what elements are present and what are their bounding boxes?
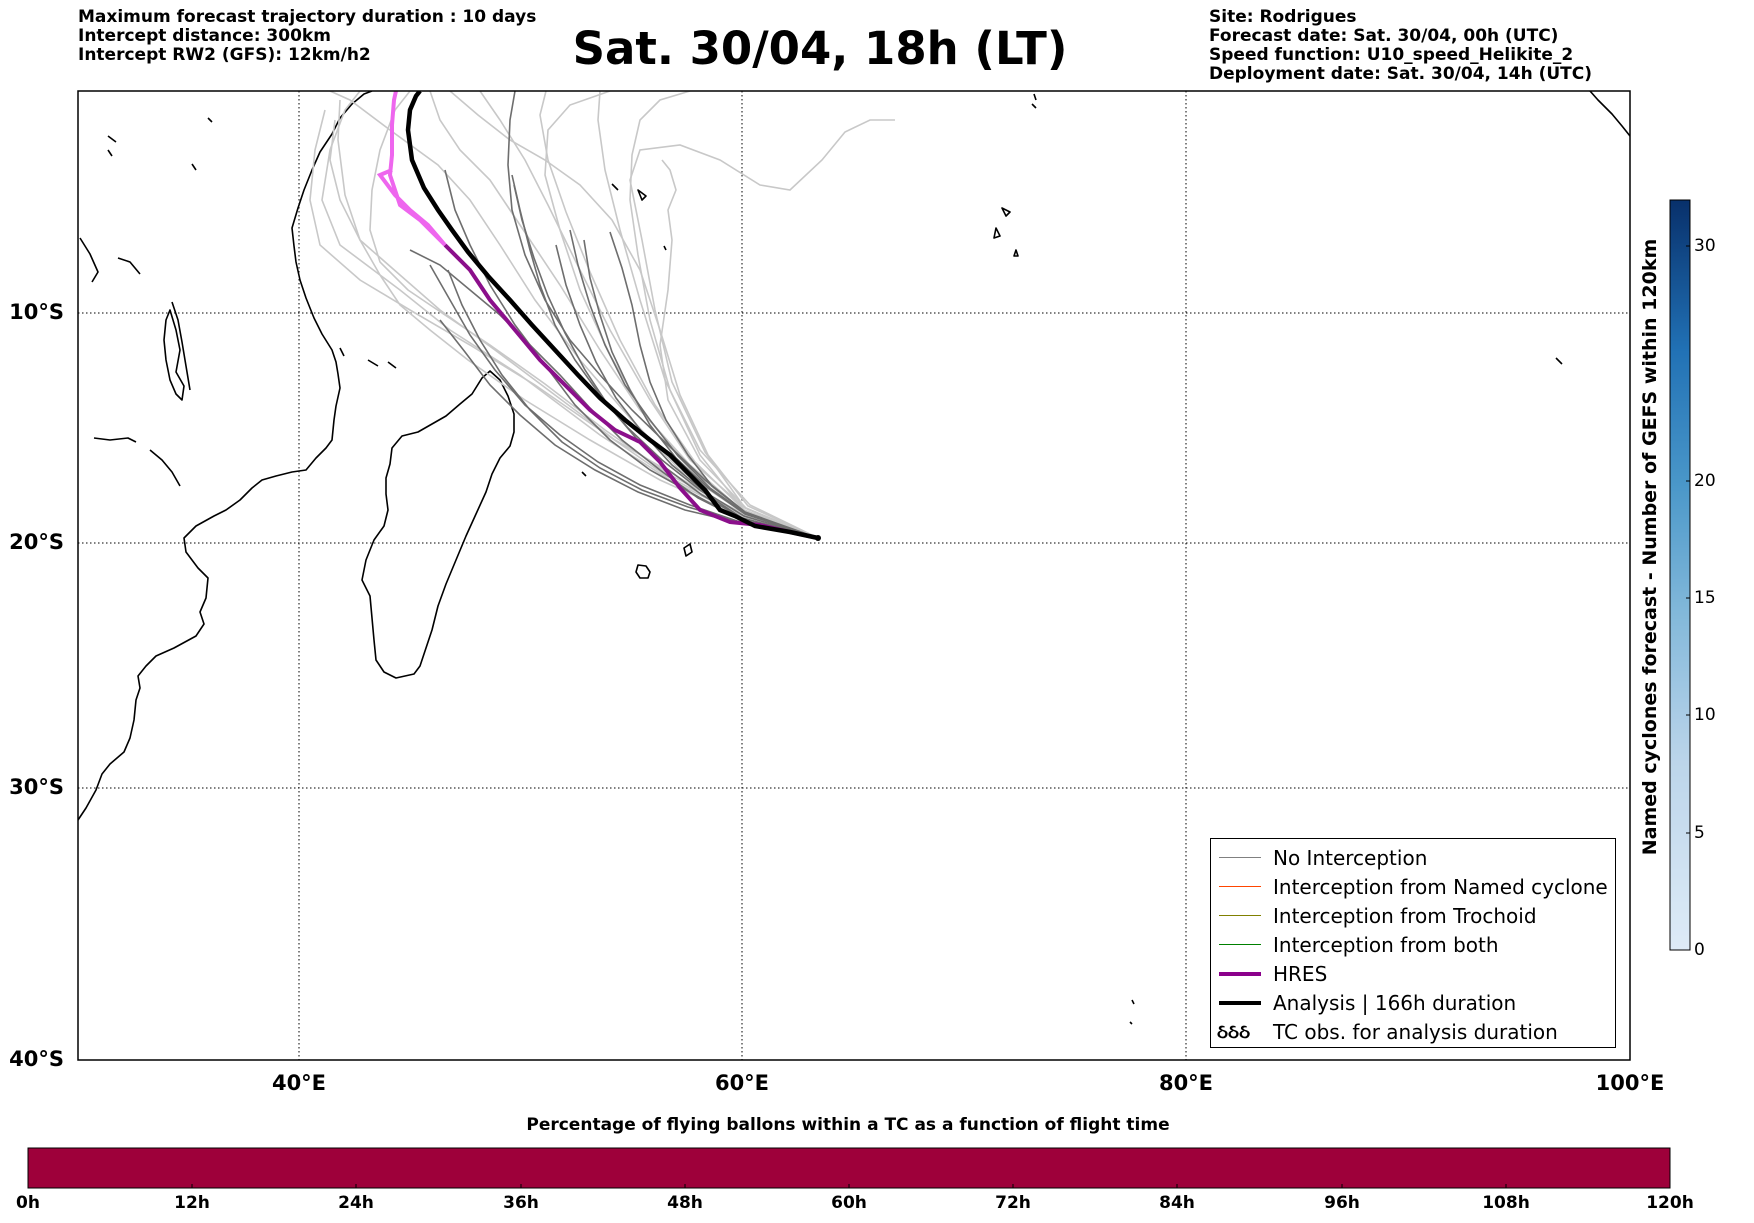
- africa-coast: [78, 91, 373, 821]
- legend-label-both: Interception from both: [1273, 933, 1499, 957]
- legend-swatch-trochoid: [1219, 915, 1261, 916]
- hcb-tick-24h: 24h: [338, 1193, 374, 1213]
- map-border: [77, 90, 1631, 1061]
- lat-label-10s: 10°S: [9, 300, 64, 324]
- hcb-tick-72h: 72h: [995, 1193, 1031, 1213]
- launch-point: [815, 535, 821, 541]
- graticule: [78, 91, 1630, 1060]
- lat-label-30s: 30°S: [9, 775, 64, 799]
- rodrigues-island: [1555, 357, 1563, 365]
- legend-item-both: Interception from both: [1211, 932, 1615, 958]
- intercept-distance-text: Intercept distance: 300km: [78, 26, 331, 46]
- lake-malawi: [171, 301, 191, 391]
- legend-swatch-analysis: [1219, 1001, 1261, 1005]
- lon-label-60e: 60°E: [714, 1071, 770, 1095]
- chagos-island: [993, 207, 1019, 257]
- madagascar-coast: [361, 370, 515, 679]
- analysis-trajectory: [405, 91, 819, 541]
- legend-label-hres: HRES: [1273, 962, 1328, 986]
- forecast-date-text: Forecast date: Sat. 30/04, 00h (UTC): [1209, 26, 1559, 46]
- hcb-tick-0h: 0h: [16, 1193, 40, 1213]
- legend-item-analysis: Analysis | 166h duration: [1211, 990, 1615, 1016]
- lat-label-40s: 40°S: [9, 1047, 64, 1071]
- legend-swatch-both: [1219, 944, 1261, 945]
- vcb-tick-5: 5: [1694, 823, 1705, 843]
- vcb-tick-30: 30: [1694, 236, 1716, 256]
- hcb-tick-36h: 36h: [503, 1193, 539, 1213]
- mauritius-coast: [635, 564, 651, 579]
- small-islands: [107, 117, 1135, 1025]
- hcb-tick-108h: 108h: [1482, 1193, 1530, 1213]
- legend-label-named-cyclone: Interception from Named cyclone: [1273, 875, 1608, 899]
- vertical-colorbar: [1669, 199, 1691, 951]
- site-text: Site: Rodrigues: [1209, 7, 1357, 27]
- legend-swatch-named-cyclone: [1219, 886, 1261, 887]
- intercept-rw2-text: Intercept RW2 (GFS): 12km/h2: [78, 45, 371, 65]
- hcb-tick-120h: 120h: [1646, 1193, 1694, 1213]
- hcb-tick-96h: 96h: [1324, 1193, 1360, 1213]
- seychelles-island: [637, 189, 647, 201]
- header-left: Maximum forecast trajectory duration : 1…: [78, 8, 536, 65]
- legend-swatch-no-interception: [1219, 857, 1261, 858]
- legend-item-trochoid: Interception from Trochoid: [1211, 903, 1615, 929]
- vertical-colorbar-ticks: [1686, 245, 1690, 951]
- comoros-island-1: [163, 309, 185, 401]
- lake-shore-1: [79, 237, 181, 487]
- legend: No Interception Interception from Named …: [1210, 838, 1616, 1048]
- vcb-tick-0: 0: [1694, 940, 1705, 960]
- legend-item-named-cyclone: Interception from Named cyclone: [1211, 874, 1615, 900]
- legend-item-hres: HRES: [1211, 961, 1615, 987]
- horizontal-colorbar: [27, 1147, 1671, 1189]
- legend-label-no-interception: No Interception: [1273, 846, 1428, 870]
- maldives-island: [1031, 93, 1037, 109]
- ensemble-dark: [409, 91, 819, 539]
- hcb-tick-60h: 60h: [831, 1193, 867, 1213]
- legend-item-tc-obs: ઠઠઠ TC obs. for analysis duration: [1211, 1019, 1615, 1045]
- hcb-tick-12h: 12h: [174, 1193, 210, 1213]
- reunion-coast: [683, 543, 693, 557]
- vertical-colorbar-title: Named cyclones forecast - Number of GEFS…: [1639, 238, 1661, 856]
- legend-label-tc-obs: TC obs. for analysis duration: [1273, 1020, 1558, 1044]
- deployment-date-text: Deployment date: Sat. 30/04, 14h (UTC): [1209, 64, 1593, 84]
- lat-label-20s: 20°S: [9, 530, 64, 554]
- hres-trajectory-late: [376, 91, 447, 247]
- legend-label-trochoid: Interception from Trochoid: [1273, 904, 1537, 928]
- vertical-colorbar-fill: [1669, 199, 1691, 951]
- tc-obs-symbol-icon: ઠઠઠ: [1217, 1021, 1251, 1043]
- legend-item-no-interception: No Interception: [1211, 845, 1615, 871]
- speed-function-text: Speed function: U10_speed_Helikite_2: [1209, 45, 1574, 65]
- lon-label-40e: 40°E: [271, 1071, 327, 1095]
- lon-label-80e: 80°E: [1158, 1071, 1214, 1095]
- main-title: Sat. 30/04, 18h (LT): [572, 22, 1068, 75]
- coastlines: [78, 91, 1630, 1025]
- horizontal-colorbar-title: Percentage of flying ballons within a TC…: [526, 1115, 1170, 1135]
- vcb-tick-15: 15: [1694, 588, 1716, 608]
- horizontal-colorbar-ticks: [27, 1184, 1671, 1188]
- lon-label-100e: 100°E: [1595, 1071, 1665, 1095]
- max-duration-text: Maximum forecast trajectory duration : 1…: [78, 7, 537, 27]
- vcb-tick-20: 20: [1694, 471, 1716, 491]
- hcb-tick-48h: 48h: [667, 1193, 703, 1213]
- legend-label-analysis: Analysis | 166h duration: [1273, 991, 1517, 1015]
- legend-swatch-hres: [1219, 972, 1261, 976]
- vcb-tick-10: 10: [1694, 705, 1716, 725]
- horizontal-colorbar-fill: [27, 1147, 1671, 1189]
- header-right: Site: Rodrigues Forecast date: Sat. 30/0…: [1209, 8, 1592, 84]
- indonesia-coast: [1589, 91, 1630, 137]
- hcb-tick-84h: 84h: [1159, 1193, 1195, 1213]
